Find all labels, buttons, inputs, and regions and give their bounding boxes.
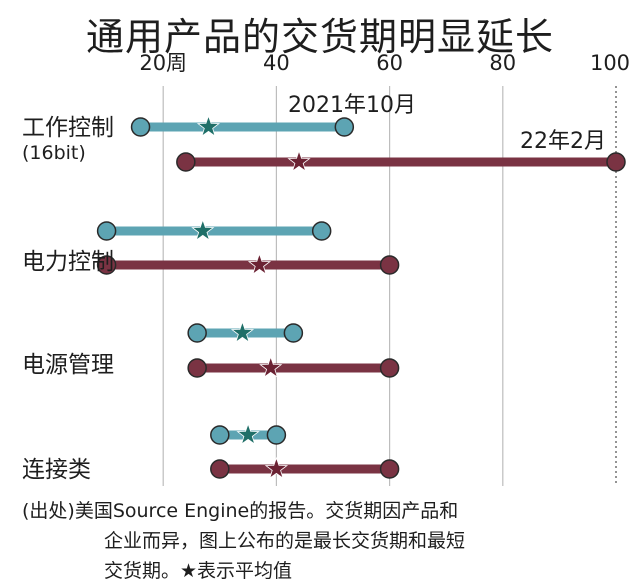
average-star (264, 456, 289, 479)
min-dot (96, 221, 117, 241)
chart-series-labels: 2021年10月 22年2月 (288, 93, 606, 154)
chart-plot: 20周 40 60 80 100 2021年10月 22年2月 (96, 51, 630, 486)
source-note-line-1: (出处)美国Source Engine的报告。交货期因产品和 (22, 500, 459, 522)
max-dot (283, 323, 304, 343)
range-0-1 (96, 218, 332, 241)
category-label-3: 连接类 (22, 457, 91, 483)
max-dot (266, 425, 287, 445)
average-star (247, 252, 272, 275)
max-dot (379, 358, 400, 378)
range-0-2 (187, 320, 304, 343)
max-dot (334, 117, 355, 137)
average-star (236, 422, 260, 445)
category-label-1: 电力控制 (22, 249, 114, 275)
source-note-line-2: 企业而异，图上公布的是最长交货期和最短 (104, 530, 466, 552)
chart-x-tick-labels: 20周 40 60 80 100 (139, 51, 630, 75)
average-star (230, 320, 255, 343)
range-1-2 (187, 355, 400, 378)
series-label-0: 2021年10月 (288, 93, 416, 118)
source-note-line-3: 交货期。★表示平均值 (104, 560, 293, 582)
x-tick-label-80: 80 (489, 51, 516, 75)
max-dot (379, 459, 400, 479)
min-dot (187, 323, 207, 343)
category-label-2: 电源管理 (22, 352, 114, 378)
min-dot (96, 255, 117, 275)
category-sublabel-0: (16bit) (22, 142, 86, 164)
min-dot (210, 425, 230, 445)
series-label-1: 22年2月 (520, 129, 606, 154)
max-dot (606, 152, 626, 172)
average-star (287, 149, 311, 172)
average-star (259, 355, 283, 378)
average-star (196, 114, 221, 137)
x-tick-label-60: 60 (376, 51, 403, 75)
source-note: (出处)美国Source Engine的报告。交货期因产品和 企业而异，图上公布… (22, 496, 622, 586)
chart-title: 通用产品的交货期明显延长 (86, 15, 555, 59)
average-star (191, 218, 215, 241)
range-0-0 (130, 114, 355, 137)
x-tick-label-20: 20周 (139, 51, 187, 75)
max-dot (379, 255, 400, 275)
category-label-0: 工作控制 (22, 115, 114, 141)
x-tick-label-40: 40 (263, 51, 290, 75)
max-dot (311, 221, 332, 241)
range-1-3 (210, 456, 400, 479)
x-tick-label-100: 100 (590, 51, 630, 75)
range-1-1 (96, 252, 400, 275)
min-dot (176, 152, 196, 172)
chart-gridlines (162, 86, 617, 486)
min-dot (130, 117, 151, 137)
chart-series (96, 114, 626, 479)
range-1-0 (176, 149, 626, 172)
min-dot (210, 459, 230, 479)
min-dot (187, 358, 207, 378)
range-0-3 (210, 422, 287, 445)
